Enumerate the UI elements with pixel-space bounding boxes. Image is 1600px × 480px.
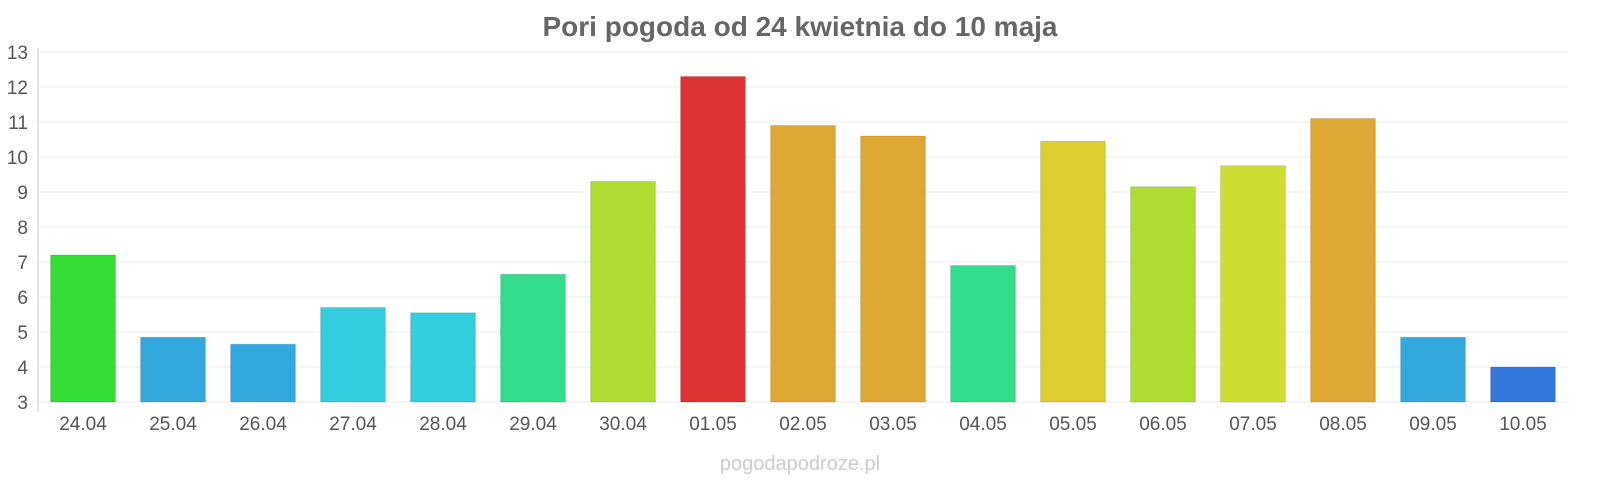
x-tick-label: 06.05 <box>1139 414 1187 435</box>
y-tick-label: 4 <box>17 358 28 379</box>
bar-09.05 <box>1400 336 1466 403</box>
bar-02.05 <box>770 125 836 403</box>
x-tick-label: 05.05 <box>1049 414 1097 435</box>
y-tick-label: 13 <box>7 43 28 64</box>
bar-04.05 <box>950 265 1016 403</box>
bar-30.04 <box>590 181 656 403</box>
bar-08.05 <box>1310 118 1376 403</box>
bar-01.05 <box>680 76 746 403</box>
bar-24.04 <box>50 254 116 403</box>
x-tick-label: 07.05 <box>1229 414 1277 435</box>
x-tick-label: 10.05 <box>1499 414 1547 435</box>
y-tick-label: 10 <box>7 148 28 169</box>
y-tick-label: 3 <box>17 393 28 414</box>
y-tick-label: 12 <box>7 78 28 99</box>
watermark: pogodapodroze.pl <box>720 453 880 475</box>
bars <box>50 76 1556 403</box>
x-tick-label: 26.04 <box>239 414 287 435</box>
bar-05.05 <box>1040 140 1106 403</box>
x-tick-label: 08.05 <box>1319 414 1367 435</box>
x-tick-label: 27.04 <box>329 414 377 435</box>
bar-10.05 <box>1490 366 1556 403</box>
bar-27.04 <box>320 307 386 403</box>
y-axis: 3 4 5 6 7 8 9 10 11 12 13 <box>7 43 39 414</box>
x-tick-label: 24.04 <box>59 414 107 435</box>
bar-07.05 <box>1220 165 1286 403</box>
chart-title: Pori pogoda od 24 kwietnia do 10 maja <box>542 11 1057 42</box>
x-tick-label: 30.04 <box>599 414 647 435</box>
bar-03.05 <box>860 135 926 403</box>
bar-25.04 <box>140 336 206 403</box>
x-tick-label: 01.05 <box>689 414 737 435</box>
y-tick-label: 8 <box>17 218 28 239</box>
y-tick-label: 9 <box>17 183 28 204</box>
bar-28.04 <box>410 312 476 403</box>
x-tick-label: 09.05 <box>1409 414 1457 435</box>
x-tick-label: 02.05 <box>779 414 827 435</box>
bar-29.04 <box>500 273 566 403</box>
x-tick-label: 25.04 <box>149 414 197 435</box>
x-tick-label: 29.04 <box>509 414 557 435</box>
x-axis: 24.04 25.04 26.04 27.04 28.04 29.04 30.04 01.05… <box>59 414 1547 435</box>
bar-06.05 <box>1130 186 1196 403</box>
y-tick-label: 6 <box>17 288 28 309</box>
x-tick-label: 28.04 <box>419 414 467 435</box>
y-tick-label: 5 <box>17 323 28 344</box>
x-tick-label: 04.05 <box>959 414 1007 435</box>
y-tick-label: 11 <box>8 113 28 134</box>
y-tick-label: 7 <box>17 253 28 274</box>
x-tick-label: 03.05 <box>869 414 917 435</box>
bar-26.04 <box>230 343 296 403</box>
